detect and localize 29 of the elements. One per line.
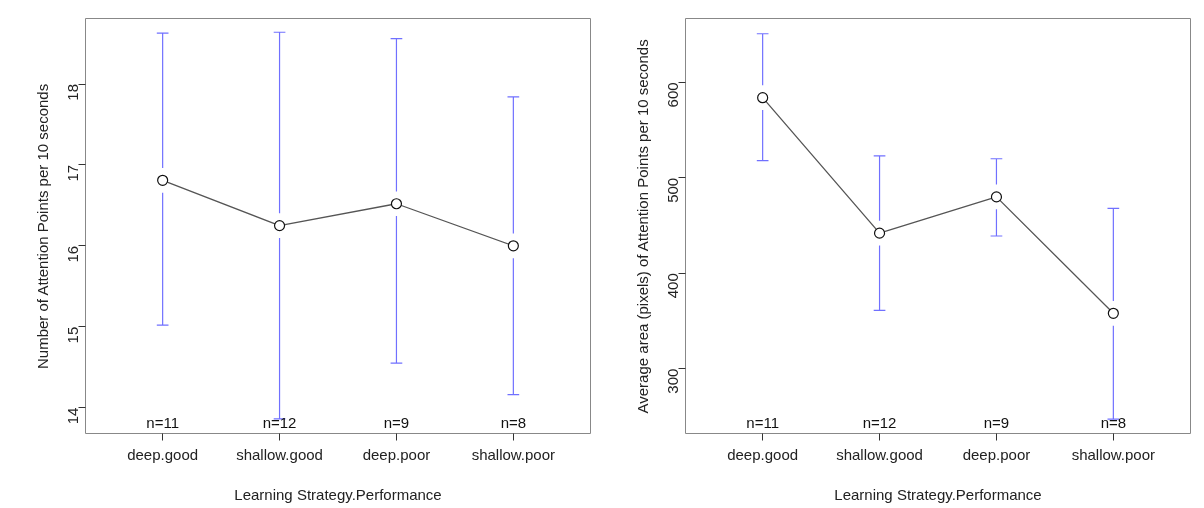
annotation: n=8: [1100, 413, 1127, 431]
y-axis-title: Number of Attention Points per 10 seconds: [33, 83, 51, 369]
y-tick-label: 300: [664, 368, 682, 394]
x-tick-label: deep.poor: [962, 445, 1031, 463]
x-tick-label: shallow.good: [236, 445, 323, 463]
y-axis-title: Average area (pixels) of Attention Points per 10 seconds: [633, 39, 651, 414]
annotation: n=11: [746, 413, 779, 431]
y-tick-label: 18: [64, 84, 82, 101]
annotation: n=12: [262, 413, 297, 431]
annotation: n=11: [146, 413, 179, 431]
x-tick-label: shallow.good: [836, 445, 923, 463]
x-tick-label: deep.good: [127, 445, 199, 463]
annotation: n=8: [500, 413, 527, 431]
y-tick-label: 600: [664, 82, 682, 108]
y-tick-label: 17: [64, 164, 82, 182]
annotation: n=12: [862, 413, 897, 431]
x-axis-title: Learning Strategy.Performance: [234, 485, 442, 503]
annotation: n=9: [383, 413, 410, 431]
y-tick-label: 16: [64, 245, 82, 263]
x-tick-label: shallow.poor: [471, 445, 556, 463]
annotation: n=9: [983, 413, 1010, 431]
y-tick-label: 14: [64, 407, 82, 425]
x-tick-label: deep.good: [727, 445, 799, 463]
x-tick-label: shallow.poor: [1071, 445, 1156, 463]
y-tick-label: 500: [664, 177, 682, 203]
x-axis-title: Learning Strategy.Performance: [834, 485, 1042, 503]
x-tick-label: deep.poor: [362, 445, 431, 463]
y-tick-label: 400: [664, 273, 682, 299]
y-tick-label: 15: [64, 326, 82, 344]
